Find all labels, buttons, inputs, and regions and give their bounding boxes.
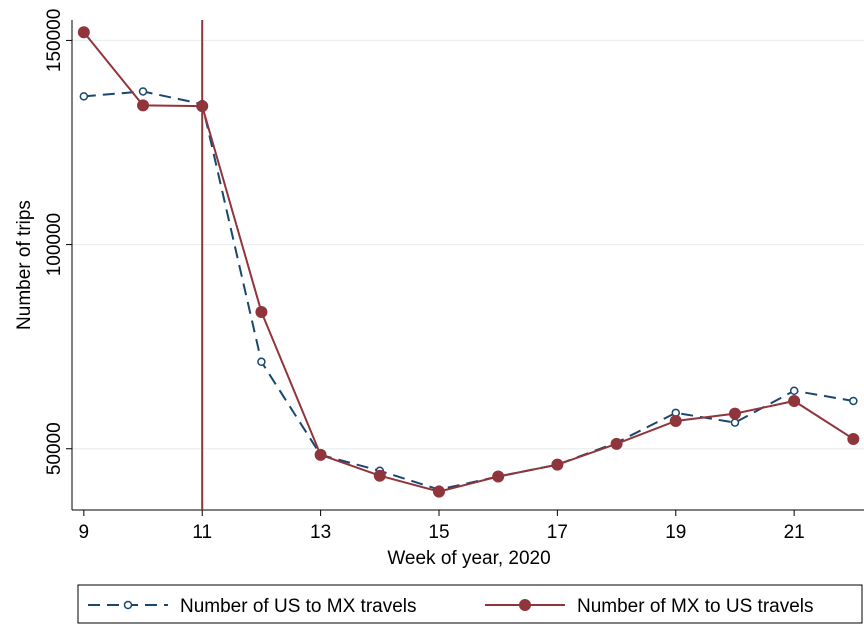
point xyxy=(257,357,266,367)
y-axis-title: Number of trips xyxy=(14,200,35,330)
x-tick-label: 15 xyxy=(428,522,449,543)
point xyxy=(137,99,150,112)
legend-label: Number of US to MX travels xyxy=(180,596,417,617)
x-tick-label: 9 xyxy=(79,522,90,543)
point xyxy=(730,418,740,427)
point xyxy=(196,100,209,113)
y-tick-label: 150000 xyxy=(44,9,65,72)
point xyxy=(847,432,860,445)
x-tick-label: 13 xyxy=(310,522,331,543)
point xyxy=(849,396,858,406)
series-line xyxy=(83,31,854,493)
point xyxy=(788,394,801,407)
point xyxy=(728,407,741,420)
x-tick-label: 21 xyxy=(784,522,805,543)
point xyxy=(610,437,623,450)
series-line xyxy=(83,90,854,491)
point xyxy=(789,386,799,396)
x-tick-label: 19 xyxy=(665,522,686,543)
legend-box xyxy=(77,584,863,624)
point xyxy=(432,485,445,498)
legend-label: Number of MX to US travels xyxy=(577,596,814,617)
x-tick-label: 11 xyxy=(192,522,212,543)
point xyxy=(77,26,90,39)
point xyxy=(551,458,564,471)
point xyxy=(255,305,268,318)
point xyxy=(373,469,386,482)
x-tick-label: 17 xyxy=(547,522,568,543)
legend-marker xyxy=(519,599,531,611)
legend-marker xyxy=(123,600,133,610)
point xyxy=(669,414,682,427)
point xyxy=(492,470,505,483)
point xyxy=(314,448,327,461)
y-tick-label: 50000 xyxy=(44,422,65,475)
y-tick-label: 100000 xyxy=(44,213,65,276)
x-axis-title: Week of year, 2020 xyxy=(387,548,550,569)
point xyxy=(79,92,89,101)
point xyxy=(138,87,148,96)
